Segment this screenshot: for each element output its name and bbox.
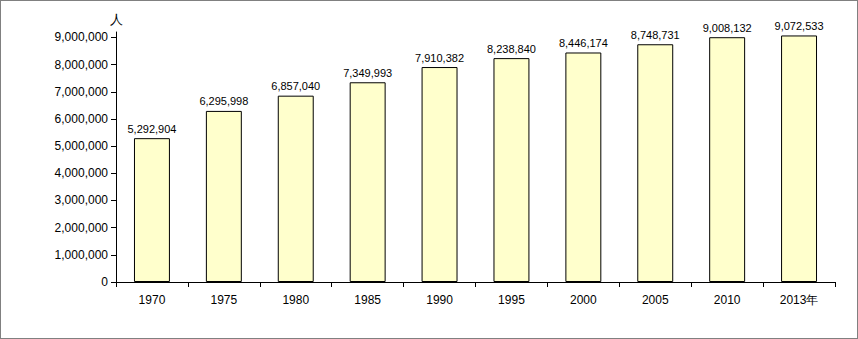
svg-text:7,910,382: 7,910,382 — [415, 52, 464, 64]
svg-text:1975: 1975 — [210, 293, 237, 307]
svg-text:7,349,993: 7,349,993 — [343, 67, 392, 79]
svg-text:6,000,000: 6,000,000 — [55, 112, 109, 126]
svg-text:9,000,000: 9,000,000 — [55, 30, 109, 44]
svg-text:1980: 1980 — [282, 293, 309, 307]
svg-text:8,446,174: 8,446,174 — [559, 37, 608, 49]
svg-text:8,748,731: 8,748,731 — [631, 29, 680, 41]
svg-text:2010: 2010 — [714, 293, 741, 307]
svg-text:5,292,904: 5,292,904 — [127, 123, 176, 135]
svg-text:5,000,000: 5,000,000 — [55, 139, 109, 153]
svg-text:8,000,000: 8,000,000 — [55, 58, 109, 72]
svg-text:8,238,840: 8,238,840 — [487, 43, 536, 55]
svg-text:6,857,040: 6,857,040 — [271, 80, 320, 92]
svg-text:2000: 2000 — [570, 293, 597, 307]
svg-text:2013年: 2013年 — [780, 293, 819, 307]
svg-text:9,008,132: 9,008,132 — [703, 22, 752, 34]
svg-text:1995: 1995 — [498, 293, 525, 307]
svg-text:人: 人 — [110, 12, 123, 27]
svg-text:3,000,000: 3,000,000 — [55, 193, 109, 207]
svg-text:1985: 1985 — [354, 293, 381, 307]
svg-text:0: 0 — [101, 275, 108, 289]
svg-text:1,000,000: 1,000,000 — [55, 248, 109, 262]
svg-text:1990: 1990 — [426, 293, 453, 307]
svg-text:6,295,998: 6,295,998 — [199, 95, 248, 107]
svg-text:9,072,533: 9,072,533 — [775, 20, 824, 32]
svg-text:2005: 2005 — [642, 293, 669, 307]
svg-text:4,000,000: 4,000,000 — [55, 166, 109, 180]
svg-text:2,000,000: 2,000,000 — [55, 221, 109, 235]
svg-text:1970: 1970 — [139, 293, 166, 307]
svg-text:7,000,000: 7,000,000 — [55, 85, 109, 99]
